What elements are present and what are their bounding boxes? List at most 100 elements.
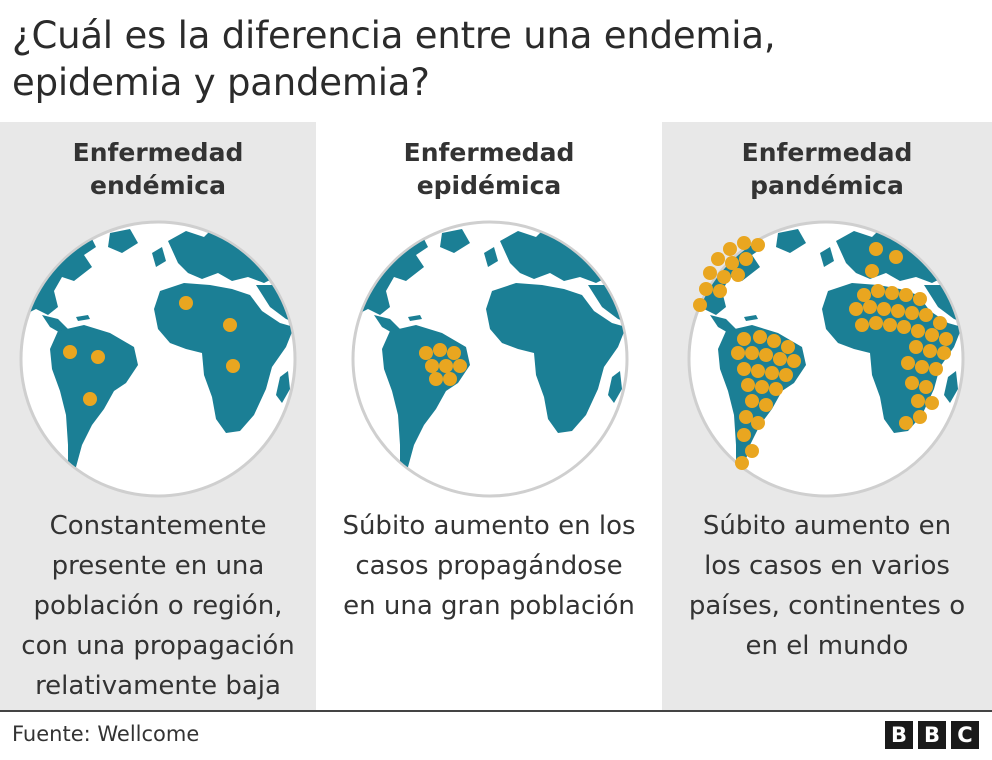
outbreak-dot: [911, 324, 925, 338]
outbreak-dot: [869, 316, 883, 330]
outbreak-dot: [759, 348, 773, 362]
outbreak-dot: [899, 416, 913, 430]
title-line-1: ¿Cuál es la diferencia entre una endemia…: [12, 14, 776, 57]
outbreak-dot: [905, 376, 919, 390]
description-line: los casos en varios: [704, 551, 950, 581]
outbreak-dot: [751, 416, 765, 430]
outbreak-dot: [699, 282, 713, 296]
column-description: Súbito aumento en los casos en varios pa…: [662, 506, 992, 666]
outbreak-dot: [703, 266, 717, 280]
outbreak-dot: [91, 350, 105, 364]
column-pandemic: Enfermedad pandémica Súbito aumento en l…: [662, 122, 992, 710]
globe-map: [18, 219, 298, 499]
outbreak-dot: [925, 396, 939, 410]
outbreak-dot: [447, 346, 461, 360]
outbreak-dot: [419, 346, 433, 360]
outbreak-dot: [739, 252, 753, 266]
column-description: Constantemente presente en una población…: [0, 506, 316, 706]
heading-line: pandémica: [750, 171, 904, 200]
outbreak-dot: [439, 359, 453, 373]
outbreak-dot: [737, 362, 751, 376]
outbreak-dot: [429, 372, 443, 386]
outbreak-dot: [753, 330, 767, 344]
outbreak-dot: [737, 236, 751, 250]
outbreak-dot: [877, 302, 891, 316]
description-line: Súbito aumento en: [702, 511, 952, 541]
outbreak-dot: [433, 343, 447, 357]
description-line: población o región,: [33, 591, 283, 621]
outbreak-dots: [63, 296, 240, 406]
outbreak-dot: [63, 345, 77, 359]
description-line: relativamente baja: [35, 671, 281, 701]
logo-letter: C: [951, 721, 979, 749]
outbreak-dot: [713, 284, 727, 298]
outbreak-dot: [787, 354, 801, 368]
outbreak-dot: [179, 296, 193, 310]
outbreak-dot: [855, 318, 869, 332]
outbreak-dot: [773, 352, 787, 366]
outbreak-dot: [933, 316, 947, 330]
outbreak-dot: [901, 356, 915, 370]
logo-letter: B: [885, 721, 913, 749]
outbreak-dot: [737, 332, 751, 346]
heading-line: Enfermedad: [403, 138, 575, 167]
outbreak-dot: [925, 328, 939, 342]
outbreak-dot: [711, 252, 725, 266]
outbreak-dot: [443, 372, 457, 386]
column-heading: Enfermedad epidémica: [320, 136, 658, 202]
description-line: Constantemente: [49, 511, 267, 541]
outbreak-dot: [751, 364, 765, 378]
outbreak-dot: [223, 318, 237, 332]
heading-line: epidémica: [416, 171, 562, 200]
outbreak-dot: [937, 346, 951, 360]
outbreak-dot: [767, 334, 781, 348]
outbreak-dot: [226, 359, 240, 373]
outbreak-dot: [863, 300, 877, 314]
globe-svg: [350, 219, 630, 499]
outbreak-dot: [923, 344, 937, 358]
outbreak-dot: [885, 286, 899, 300]
description-line: en el mundo: [745, 631, 909, 661]
outbreak-dot: [779, 368, 793, 382]
footer-rule: [0, 710, 992, 712]
outbreak-dot: [919, 308, 933, 322]
description-line: en una gran población: [343, 591, 635, 621]
outbreak-dot: [865, 264, 879, 278]
outbreak-dot: [453, 359, 467, 373]
description-line: casos propagándose: [355, 551, 623, 581]
globe-svg: [686, 219, 966, 499]
outbreak-dot: [909, 340, 923, 354]
outbreak-dot: [731, 268, 745, 282]
description-line: presente en una: [51, 551, 265, 581]
outbreak-dot: [781, 340, 795, 354]
description-line: países, continentes o: [688, 591, 966, 621]
outbreak-dot: [899, 288, 913, 302]
description-line: Súbito aumento en los: [342, 511, 636, 541]
outbreak-dot: [765, 366, 779, 380]
globe-map: [686, 219, 966, 499]
column-endemic: Enfermedad endémica Constantemente prese…: [0, 122, 316, 710]
outbreak-dot: [745, 444, 759, 458]
globe-map: [350, 219, 630, 499]
outbreak-dot: [759, 398, 773, 412]
outbreak-dot: [857, 288, 871, 302]
heading-line: endémica: [90, 171, 226, 200]
outbreak-dot: [693, 298, 707, 312]
outbreak-dot: [735, 456, 749, 470]
outbreak-dot: [751, 238, 765, 252]
outbreak-dot: [725, 256, 739, 270]
column-epidemic: Enfermedad epidémica Súbito aumento en: [320, 122, 658, 710]
column-description: Súbito aumento en los casos propagándose…: [320, 506, 658, 626]
outbreak-dot: [739, 410, 753, 424]
outbreak-dot: [905, 306, 919, 320]
outbreak-dot: [911, 394, 925, 408]
logo-letter: B: [918, 721, 946, 749]
globe-svg: [18, 219, 298, 499]
outbreak-dot: [913, 410, 927, 424]
outbreak-dot: [741, 378, 755, 392]
outbreak-dot: [869, 242, 883, 256]
outbreak-dot: [939, 332, 953, 346]
outbreak-dot: [745, 394, 759, 408]
column-heading: Enfermedad pandémica: [662, 136, 992, 202]
outbreak-dot: [769, 382, 783, 396]
